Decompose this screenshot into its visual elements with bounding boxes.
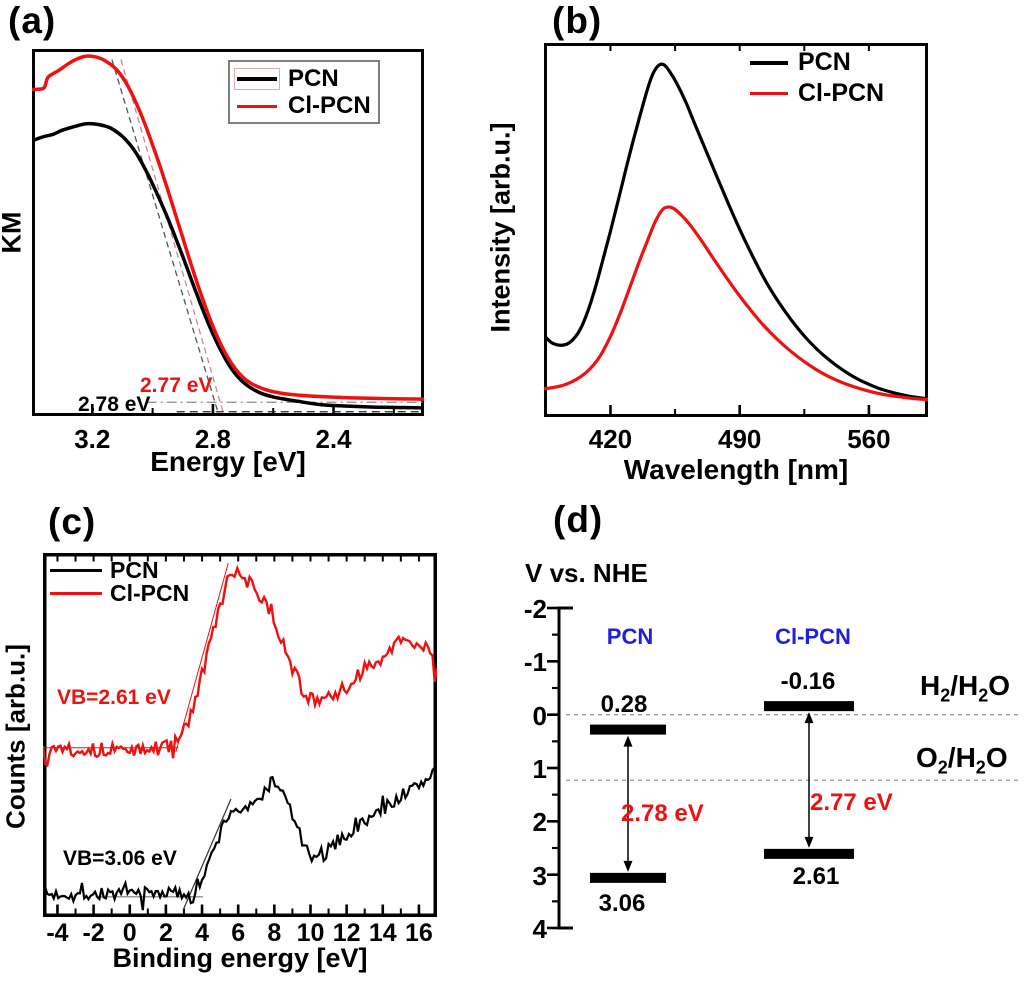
- bandgap-annotation-pcn: 2.78 eV: [78, 393, 151, 416]
- legend-label-pcn: PCN: [288, 65, 339, 92]
- pcn-line-sample: [50, 568, 102, 573]
- panel-c-label: (c): [48, 501, 97, 542]
- o2-h2o-redox-label: O2/H2O: [916, 742, 1008, 777]
- panel-d-axis-title: V vs. NHE: [525, 558, 648, 588]
- cb-value-clpcn: -0.16: [780, 668, 836, 695]
- x-tick-label: 14: [368, 919, 397, 947]
- uvvis-tauc-plot: [32, 49, 424, 416]
- panel-d-label: (d): [553, 499, 604, 540]
- o2-h2o-sub1: 2: [937, 757, 948, 778]
- legend-label-pcn: PCN: [798, 48, 851, 76]
- h2-h2o-sub1: 2: [940, 685, 951, 706]
- y-tick-label: -2: [523, 594, 547, 624]
- legend-entry-clpcn: Cl-PCN: [234, 92, 371, 119]
- bandgap-annotation-clpcn: 2.77 eV: [140, 374, 213, 397]
- y-tick-label: -1: [523, 647, 547, 678]
- x-tick-label: 16: [405, 919, 433, 947]
- h2-h2o-redox-label: H2/H2O: [920, 670, 1011, 705]
- x-tick-label: 6: [231, 919, 246, 947]
- legend-label-clpcn: Cl-PCN: [288, 92, 371, 119]
- y-tick-label: 0: [532, 700, 547, 731]
- panel-b-x-axis-title: Wavelength [nm]: [623, 454, 849, 485]
- vb-value-pcn: 3.06: [598, 890, 646, 917]
- material-label-clpcn: Cl-PCN: [775, 624, 851, 649]
- x-tick-label: 2: [158, 919, 173, 947]
- o2-h2o-mid: /H: [947, 742, 976, 773]
- panel-d: -2 -1 0 1 2 3 4: [520, 594, 1024, 981]
- gap-label-clpcn: 2.77 eV: [810, 789, 893, 816]
- pcn-line-sample: [750, 60, 788, 65]
- y-tick-label: 2: [532, 807, 547, 838]
- band-position-diagram: [547, 606, 1022, 930]
- panel-b-y-axis-title: Intensity [arb.u.]: [485, 122, 516, 333]
- legend-entry-clpcn: Cl-PCN: [50, 580, 190, 606]
- panel-c-y-axis-title: Counts [arb.u.]: [0, 644, 31, 829]
- clpcn-line-sample: [50, 592, 102, 595]
- legend-entry-pcn: PCN: [50, 557, 189, 583]
- y-tick-label: 1: [532, 754, 547, 784]
- clpcn-line-sample: [750, 92, 788, 95]
- x-tick-label: -4: [46, 919, 69, 947]
- panel-b-label: (b): [552, 0, 603, 41]
- x-tick-label: 2.8: [194, 424, 231, 454]
- pcn-line-sample: [237, 77, 277, 81]
- panel-c-x-axis-title: Binding energy [eV]: [112, 943, 368, 973]
- legend-entry-pcn: PCN: [750, 47, 884, 78]
- vb-annotation-pcn: VB=3.06 eV: [63, 847, 177, 870]
- cb-value-pcn: 0.28: [600, 691, 648, 718]
- legend-label-clpcn: Cl-PCN: [110, 580, 190, 606]
- o2-h2o-sub2: 2: [975, 757, 986, 778]
- x-tick-label: 420: [588, 424, 633, 454]
- x-tick-label: 2.4: [315, 424, 352, 454]
- panel-a-label: (a): [8, 0, 57, 41]
- legend-entry-clpcn: Cl-PCN: [750, 78, 884, 109]
- x-tick-label: 4: [195, 919, 209, 947]
- gap-label-pcn: 2.78 eV: [621, 800, 704, 827]
- x-tick-label: 3.2: [74, 424, 111, 454]
- y-tick-label: 4: [532, 914, 547, 944]
- h2-h2o-mid: /H: [950, 670, 979, 701]
- panel-b: 420 490 560: [544, 43, 928, 454]
- panel-c: -4 -2 0 2 4 6 8 10 12 14 16: [43, 553, 437, 947]
- legend-sample-frame: [234, 68, 280, 90]
- legend-entry-pcn: PCN: [234, 65, 371, 93]
- xps-valence-band-plot: [43, 553, 437, 917]
- x-tick-label: 10: [296, 919, 325, 947]
- x-tick-label: 490: [717, 424, 762, 454]
- legend-label-clpcn: Cl-PCN: [798, 79, 885, 107]
- h2-h2o-text: H: [920, 670, 941, 701]
- y-tick-label: 3: [532, 860, 547, 891]
- h2-h2o-end: O: [988, 670, 1011, 701]
- panel-a-legend: PCN Cl-PCN: [228, 60, 380, 124]
- panel-a-x-axis-title: Energy [eV]: [150, 446, 306, 477]
- panel-a: 3.2 2.8 2.4: [32, 49, 424, 454]
- panel-b-legend: PCN Cl-PCN: [750, 47, 884, 109]
- vb-annotation-clpcn: VB=2.61 eV: [57, 686, 171, 709]
- x-tick-label: 560: [847, 424, 891, 454]
- material-label-pcn: PCN: [606, 624, 654, 649]
- panel-a-y-axis-title: KM: [0, 211, 27, 254]
- clpcn-line-sample: [237, 104, 277, 108]
- photoluminescence-plot: [544, 43, 928, 417]
- h2-h2o-sub2: 2: [978, 685, 989, 706]
- x-tick-label: 8: [267, 919, 282, 947]
- x-tick-label: -2: [82, 919, 105, 947]
- o2-h2o-end: O: [985, 742, 1008, 773]
- o2-h2o-text: O: [916, 742, 938, 773]
- legend-label-pcn: PCN: [110, 557, 159, 583]
- x-tick-label: 0: [122, 919, 137, 947]
- panel-c-legend: PCN Cl-PCN: [50, 557, 190, 606]
- vb-value-clpcn: 2.61: [792, 863, 840, 890]
- x-tick-label: 12: [332, 919, 361, 947]
